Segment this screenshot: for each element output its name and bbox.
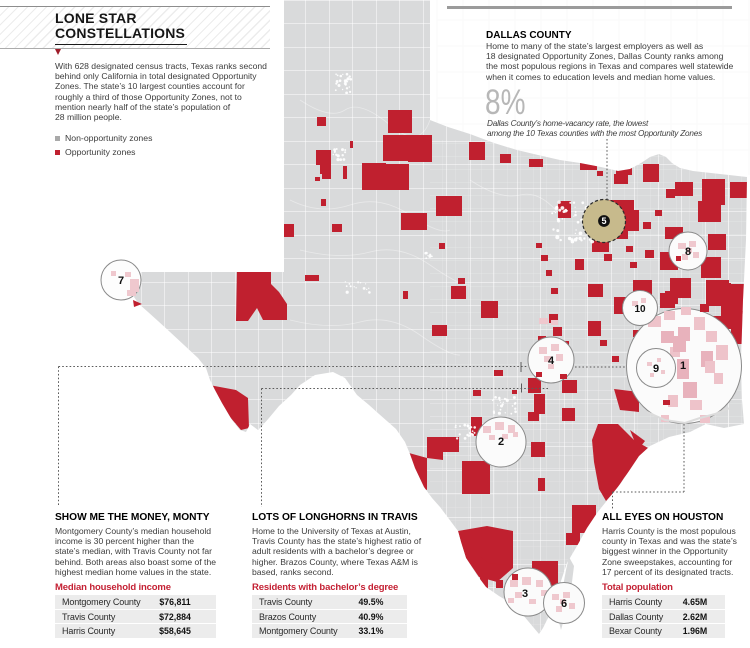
svg-text:6: 6 (561, 598, 567, 610)
svg-text:4: 4 (548, 355, 555, 367)
svg-text:1: 1 (680, 360, 686, 372)
svg-text:10: 10 (634, 304, 646, 315)
svg-text:8: 8 (685, 246, 691, 258)
svg-text:5: 5 (601, 216, 606, 226)
svg-text:3: 3 (522, 588, 528, 600)
svg-text:2: 2 (498, 436, 504, 448)
svg-text:7: 7 (118, 275, 124, 287)
svg-text:9: 9 (653, 363, 659, 375)
